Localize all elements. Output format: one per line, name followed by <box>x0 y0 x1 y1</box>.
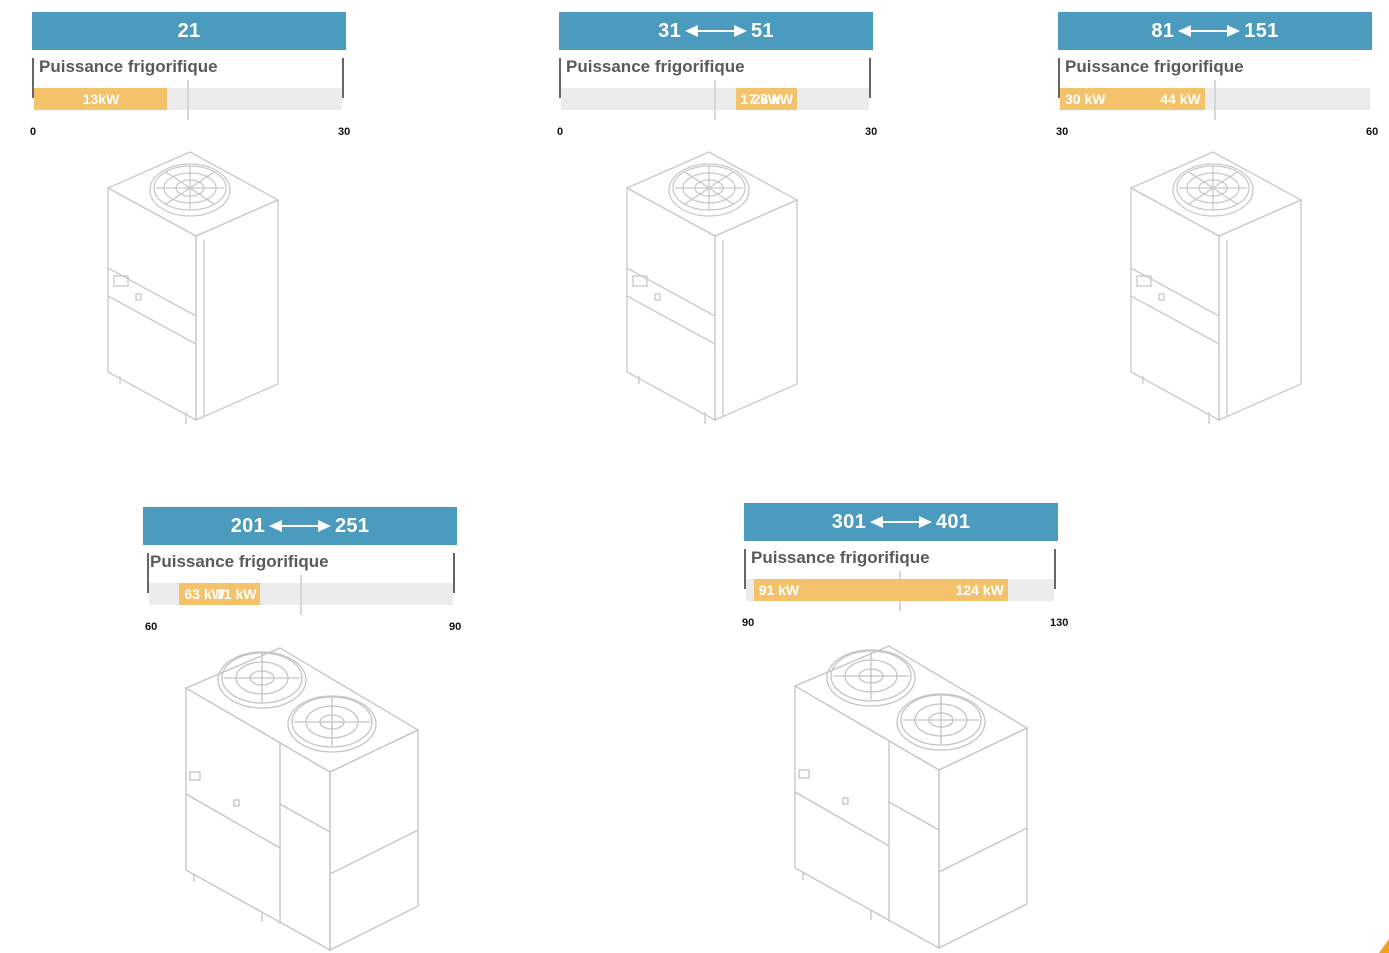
axis-label-min: 0 <box>30 126 37 138</box>
model-to: 401 <box>936 510 971 533</box>
chart-panel-5: 301 401 Puissance frigorifique 91 kW 124… <box>742 503 1068 633</box>
scale-left-edge <box>1058 58 1060 98</box>
value-label-min: 13kW <box>82 91 120 107</box>
arrow-both-icon <box>1178 25 1241 37</box>
scale-mid-tick <box>300 575 302 615</box>
model-to: 251 <box>335 514 370 537</box>
scale-mid-tick <box>714 80 716 120</box>
scale-left-edge <box>744 549 746 589</box>
value-label-max: 71 kW <box>215 586 257 602</box>
axis-label-min: 90 <box>742 617 755 629</box>
model-to: 51 <box>751 19 774 42</box>
value-label-min: 30 kW <box>1065 91 1106 107</box>
corner-accent <box>1379 939 1389 953</box>
axis-label-min: 60 <box>145 621 158 633</box>
arrow-both-icon <box>870 516 932 528</box>
model-from: 31 <box>658 19 681 42</box>
scale-right-edge <box>1054 549 1056 589</box>
axis-label-max: 30 <box>865 126 878 138</box>
axis-label-min: 30 <box>1056 126 1069 138</box>
scale-mid-tick <box>187 80 189 120</box>
capacity-bar <box>179 583 261 605</box>
model-header: 21 <box>32 12 346 50</box>
scale-left-edge <box>147 553 149 593</box>
model-from: 301 <box>831 510 866 533</box>
chart-panel-3: 81 151 Puissance frigorifique 30 kW 44 k… <box>1056 12 1378 142</box>
axis-label-max: 130 <box>1050 617 1069 629</box>
chiller-unit-double-fan-icon <box>793 645 1029 950</box>
model-header: 81 151 <box>1058 12 1372 50</box>
scale-mid-tick <box>1214 80 1216 120</box>
scale-left-edge <box>559 58 561 98</box>
value-label-min: 17 kW <box>740 91 781 107</box>
model-from: 21 <box>177 19 201 42</box>
chiller-unit-single-fan-icon <box>1129 151 1303 424</box>
chart-panel-2: 31 51 Puissance frigorifique 17 kW 23 kW… <box>557 12 877 142</box>
chiller-unit-double-fan-icon <box>184 647 420 952</box>
scale-title: Puissance frigorifique <box>39 57 218 76</box>
model-header: 31 51 <box>559 12 873 50</box>
axis-label-max: 90 <box>449 621 462 633</box>
model-header: 301 401 <box>744 503 1058 541</box>
scale-right-edge <box>453 553 455 593</box>
scale-title: Puissance frigorifique <box>751 548 930 567</box>
value-label-max: 23 kW <box>752 91 794 107</box>
chart-panel-1: 21 Puissance frigorifique 13kW 0 30 <box>30 12 350 142</box>
scale-title: Puissance frigorifique <box>150 552 329 571</box>
chiller-unit-single-fan-icon <box>106 151 280 424</box>
value-label-min: 63 kW <box>184 586 225 602</box>
chart-panel-4: 201 251 Puissance frigorifique 63 kW 71 … <box>143 507 461 637</box>
model-from: 81 <box>1151 19 1175 42</box>
axis-label-max: 60 <box>1366 126 1379 138</box>
capacity-bar <box>753 579 1008 601</box>
model-header: 201 251 <box>143 507 457 545</box>
value-label-min: 91 kW <box>758 582 800 598</box>
scale-left-edge <box>32 58 34 98</box>
value-label-max: 44 kW <box>1160 91 1201 107</box>
scale-right-edge <box>869 58 871 98</box>
axis-label-max: 30 <box>338 126 351 138</box>
capacity-bar <box>34 88 168 110</box>
capacity-bar <box>1060 88 1205 110</box>
value-label-max: 124 kW <box>955 582 1004 598</box>
chiller-unit-single-fan-icon <box>625 151 799 424</box>
model-to: 151 <box>1244 19 1279 42</box>
scale-title: Puissance frigorifique <box>1065 57 1244 76</box>
axis-label-min: 0 <box>557 126 564 138</box>
model-from: 201 <box>230 514 265 537</box>
arrow-both-icon <box>685 25 747 37</box>
scale-title: Puissance frigorifique <box>566 57 745 76</box>
scale-right-edge <box>342 58 344 98</box>
arrow-both-icon <box>269 520 331 532</box>
capacity-bar <box>735 88 798 110</box>
